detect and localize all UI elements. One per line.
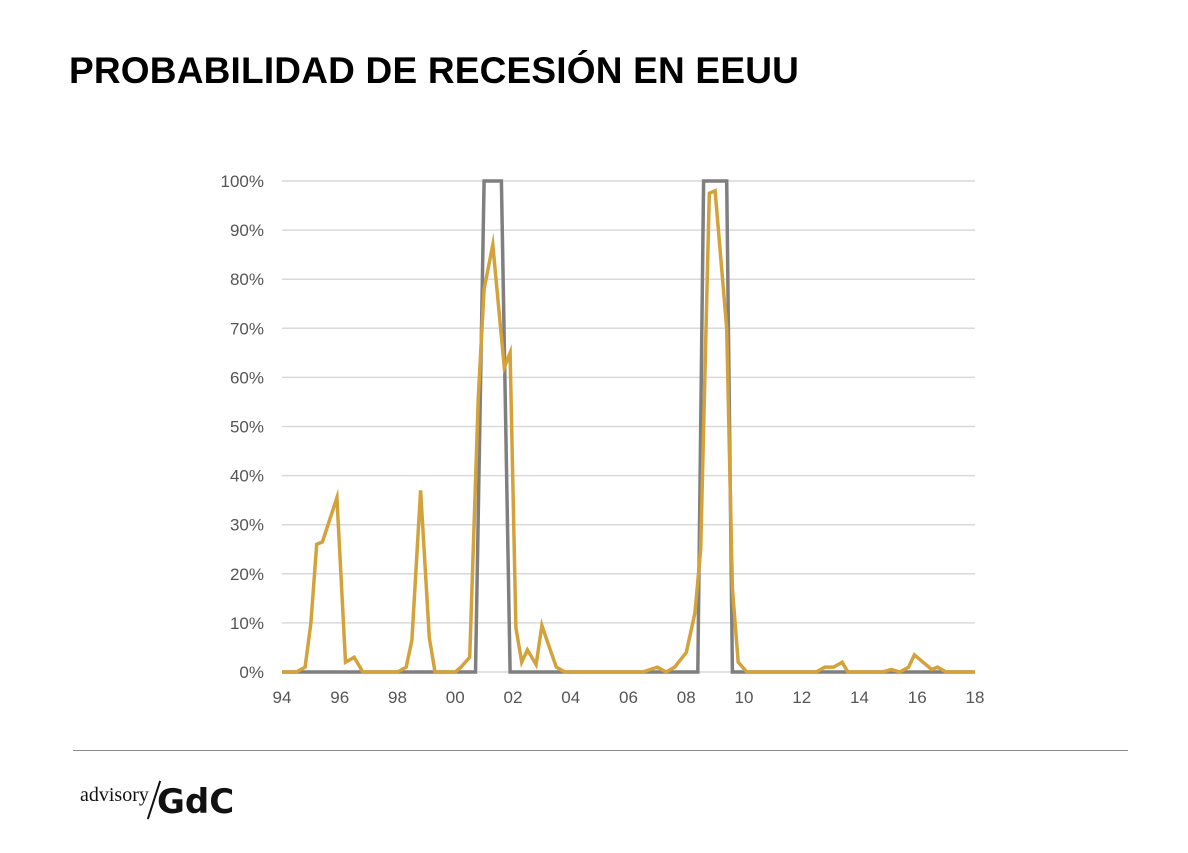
y-tick-label: 40% — [230, 467, 264, 486]
x-tick-label: 02 — [504, 688, 523, 707]
x-tick-label: 96 — [330, 688, 349, 707]
x-tick-label: 06 — [619, 688, 638, 707]
x-tick-label: 94 — [273, 688, 292, 707]
footer-divider — [73, 750, 1128, 751]
x-tick-label: 12 — [792, 688, 811, 707]
y-tick-label: 100% — [221, 172, 264, 191]
x-tick-label: 00 — [446, 688, 465, 707]
y-tick-label: 50% — [230, 418, 264, 437]
x-axis-tick-labels: 94 96 98 00 02 04 06 08 10 12 14 16 18 — [273, 688, 985, 707]
x-tick-label: 14 — [850, 688, 869, 707]
page-title: PROBABILIDAD DE RECESIÓN EN EEUU — [69, 50, 800, 91]
y-tick-label: 70% — [230, 319, 264, 338]
chart-gridlines — [282, 180, 975, 673]
y-tick-label: 30% — [230, 516, 264, 535]
y-tick-label: 0% — [239, 663, 264, 682]
y-axis-tick-labels: 0% 10% 20% 30% 40% 50% 60% 70% 80% 90% 100% — [221, 172, 264, 682]
chart-series — [281, 179, 976, 675]
x-tick-label: 04 — [561, 688, 580, 707]
y-tick-label: 60% — [230, 368, 264, 387]
logo-gdc-text: GdC — [157, 782, 235, 822]
logo-advisory-text: advisory — [80, 784, 149, 806]
x-tick-label: 98 — [388, 688, 407, 707]
x-tick-label: 10 — [735, 688, 754, 707]
advisory-gdc-logo: advisory GdC — [80, 778, 280, 826]
x-tick-label: 18 — [966, 688, 985, 707]
y-tick-label: 20% — [230, 565, 264, 584]
x-tick-label: 08 — [677, 688, 696, 707]
x-tick-label: 16 — [908, 688, 927, 707]
probability-series-line — [282, 188, 975, 675]
y-tick-label: 90% — [230, 221, 264, 240]
y-tick-label: 80% — [230, 270, 264, 289]
y-tick-label: 10% — [230, 614, 264, 633]
